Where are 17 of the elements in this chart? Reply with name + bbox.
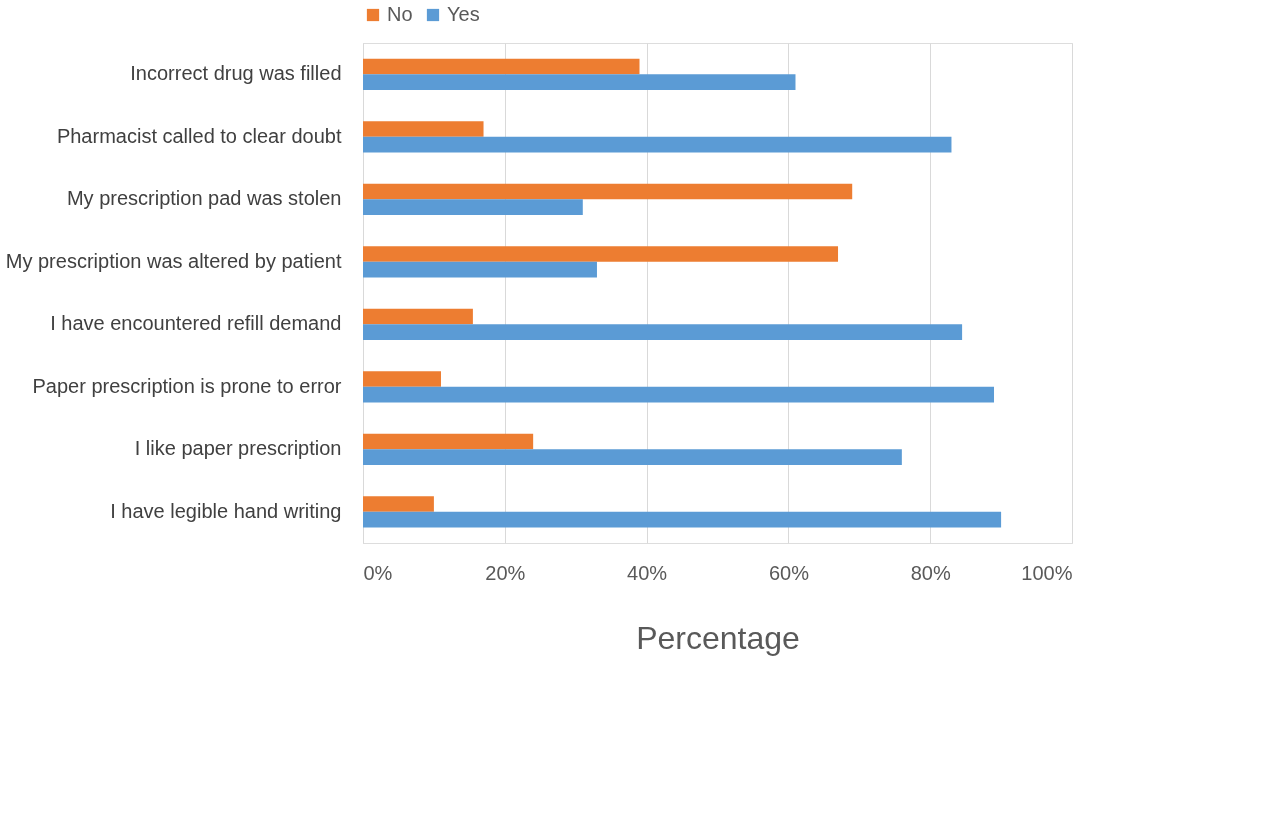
x-tick-label: 100% [1021, 561, 1073, 584]
y-tick-label: I like paper prescription [134, 437, 342, 460]
y-tick-label: Pharmacist called to clear doubt [56, 124, 342, 147]
x-axis-title: Percentage [636, 619, 800, 656]
y-tick-label: Incorrect drug was filled [130, 62, 342, 85]
y-tick-label: My prescription pad was stolen [66, 187, 342, 210]
y-tick-label: My prescription was altered by patient [5, 249, 342, 272]
x-tick-label: 40% [627, 561, 668, 584]
legend-label: No [387, 3, 413, 25]
y-tick-label: I have encountered refill demand [50, 312, 342, 335]
x-tick-label: 0% [363, 561, 393, 584]
y-tick-label: Paper prescription is prone to error [32, 374, 342, 397]
x-tick-label: 20% [485, 561, 526, 584]
legend-label: Yes [447, 3, 480, 25]
x-tick-label: 80% [910, 561, 951, 584]
y-tick-label: I have legible hand writing [110, 499, 342, 522]
x-tick-label: 60% [768, 561, 810, 584]
